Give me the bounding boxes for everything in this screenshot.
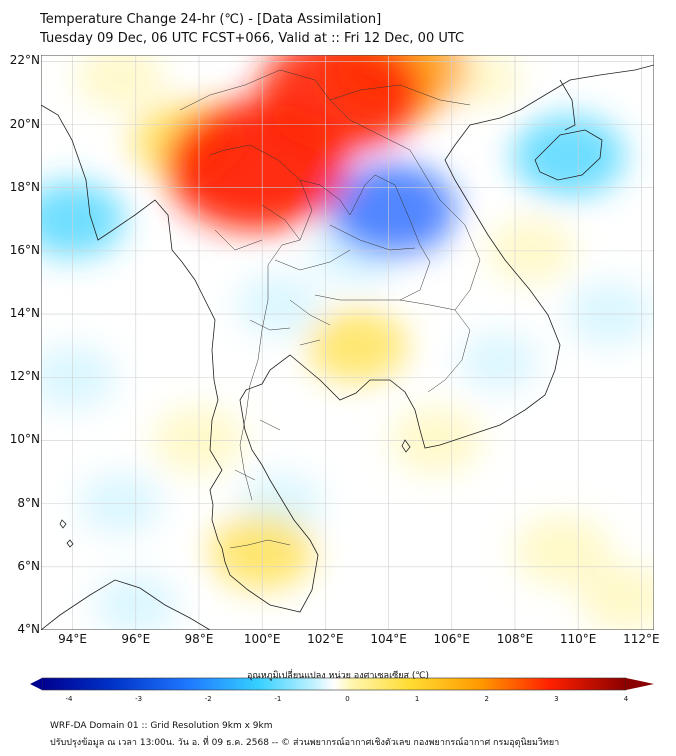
- coastlines: [41, 64, 654, 630]
- colorbar-high-extension: [626, 678, 654, 690]
- phuquoc-island: [401, 439, 411, 453]
- cool-scs-mid: [459, 331, 540, 392]
- lon-label: 112°E: [623, 632, 660, 646]
- lon-label: 108°E: [496, 632, 534, 646]
- lat-label: 20°N: [9, 116, 40, 131]
- lat-lon-gridlines: [41, 55, 654, 630]
- warm-core-north-thailand: [165, 100, 346, 231]
- colorbar-tick-label: 0: [345, 695, 350, 703]
- lat-label: 22°N: [9, 53, 40, 68]
- cambodia-vietnam-border: [399, 299, 471, 393]
- colorbar-tick-label: 1: [414, 695, 420, 703]
- lon-label: 104°E: [370, 632, 407, 646]
- cool-bay-of-bengal-north: [41, 181, 125, 258]
- warm-north-myanmar: [76, 55, 164, 110]
- lon-label: 110°E: [559, 632, 597, 646]
- model-info: WRF-DA Domain 01 :: Grid Resolution 9km …: [50, 721, 273, 731]
- colorbar-low-extension: [30, 678, 42, 690]
- lat-label: 6°N: [17, 558, 40, 573]
- lat-label: 14°N: [9, 306, 40, 321]
- map-subtitle: Tuesday 09 Dec, 06 UTC FCST+066, Valid a…: [40, 31, 465, 46]
- mainland-coastline: [41, 64, 654, 613]
- thai-malaysia-border: [229, 539, 291, 549]
- warm-cambodia: [306, 308, 407, 383]
- credit-line: ปรับปรุงข้อมูล ณ เวลา 13:00น. วัน อ. ที่…: [50, 738, 560, 748]
- warm-scs-south: [514, 515, 611, 587]
- cool-central-thailand: [235, 273, 320, 336]
- colorbar-tick-label: 3: [554, 695, 559, 703]
- colorbar-tick-label: -1: [274, 695, 282, 703]
- cool-hainan: [512, 115, 625, 198]
- laos-vietnam-border: [329, 99, 481, 311]
- andaman-islands: [59, 519, 74, 548]
- lon-label: 96°E: [121, 632, 151, 646]
- colorbar-tick-label: -4: [65, 695, 73, 703]
- hainan-coastline: [534, 129, 603, 181]
- thai-provinces: [214, 204, 416, 481]
- myanmar-thailand-border: [209, 144, 313, 501]
- colorbar-tick-label: 4: [623, 695, 629, 703]
- leizhou-peninsula: [559, 79, 576, 131]
- lon-label: 102°E: [307, 632, 344, 646]
- warm-scs-south-2: [579, 564, 654, 630]
- lat-label: 18°N: [9, 179, 40, 194]
- colorbar-tick-label: -3: [135, 695, 143, 703]
- colorbar-title: อุณหภูมิเปลี่ยนแปลง หน่วย องศาเซลเซียส (…: [246, 671, 430, 681]
- temperature-field: [41, 55, 654, 630]
- lon-label: 98°E: [184, 632, 214, 646]
- sumatra-coastline: [41, 579, 211, 630]
- colorbar-tick-label: -2: [204, 695, 212, 703]
- lat-label: 10°N: [9, 432, 40, 447]
- lon-label: 94°E: [58, 632, 88, 646]
- lon-label: 100°E: [243, 632, 281, 646]
- lon-label: 106°E: [433, 632, 471, 646]
- lat-label: 8°N: [17, 495, 40, 510]
- lat-label: 4°N: [17, 622, 40, 636]
- colorbar-tick-label: 2: [484, 695, 489, 703]
- mekong-border: [299, 174, 431, 301]
- cool-northeast-thailand: [327, 163, 456, 257]
- china-border: [179, 69, 471, 111]
- country-borders: [179, 69, 481, 549]
- map-title: Temperature Change 24-hr (℃) - [Data Ass…: [40, 12, 382, 27]
- lat-label: 12°N: [9, 369, 40, 384]
- lat-label: 16°N: [9, 242, 40, 257]
